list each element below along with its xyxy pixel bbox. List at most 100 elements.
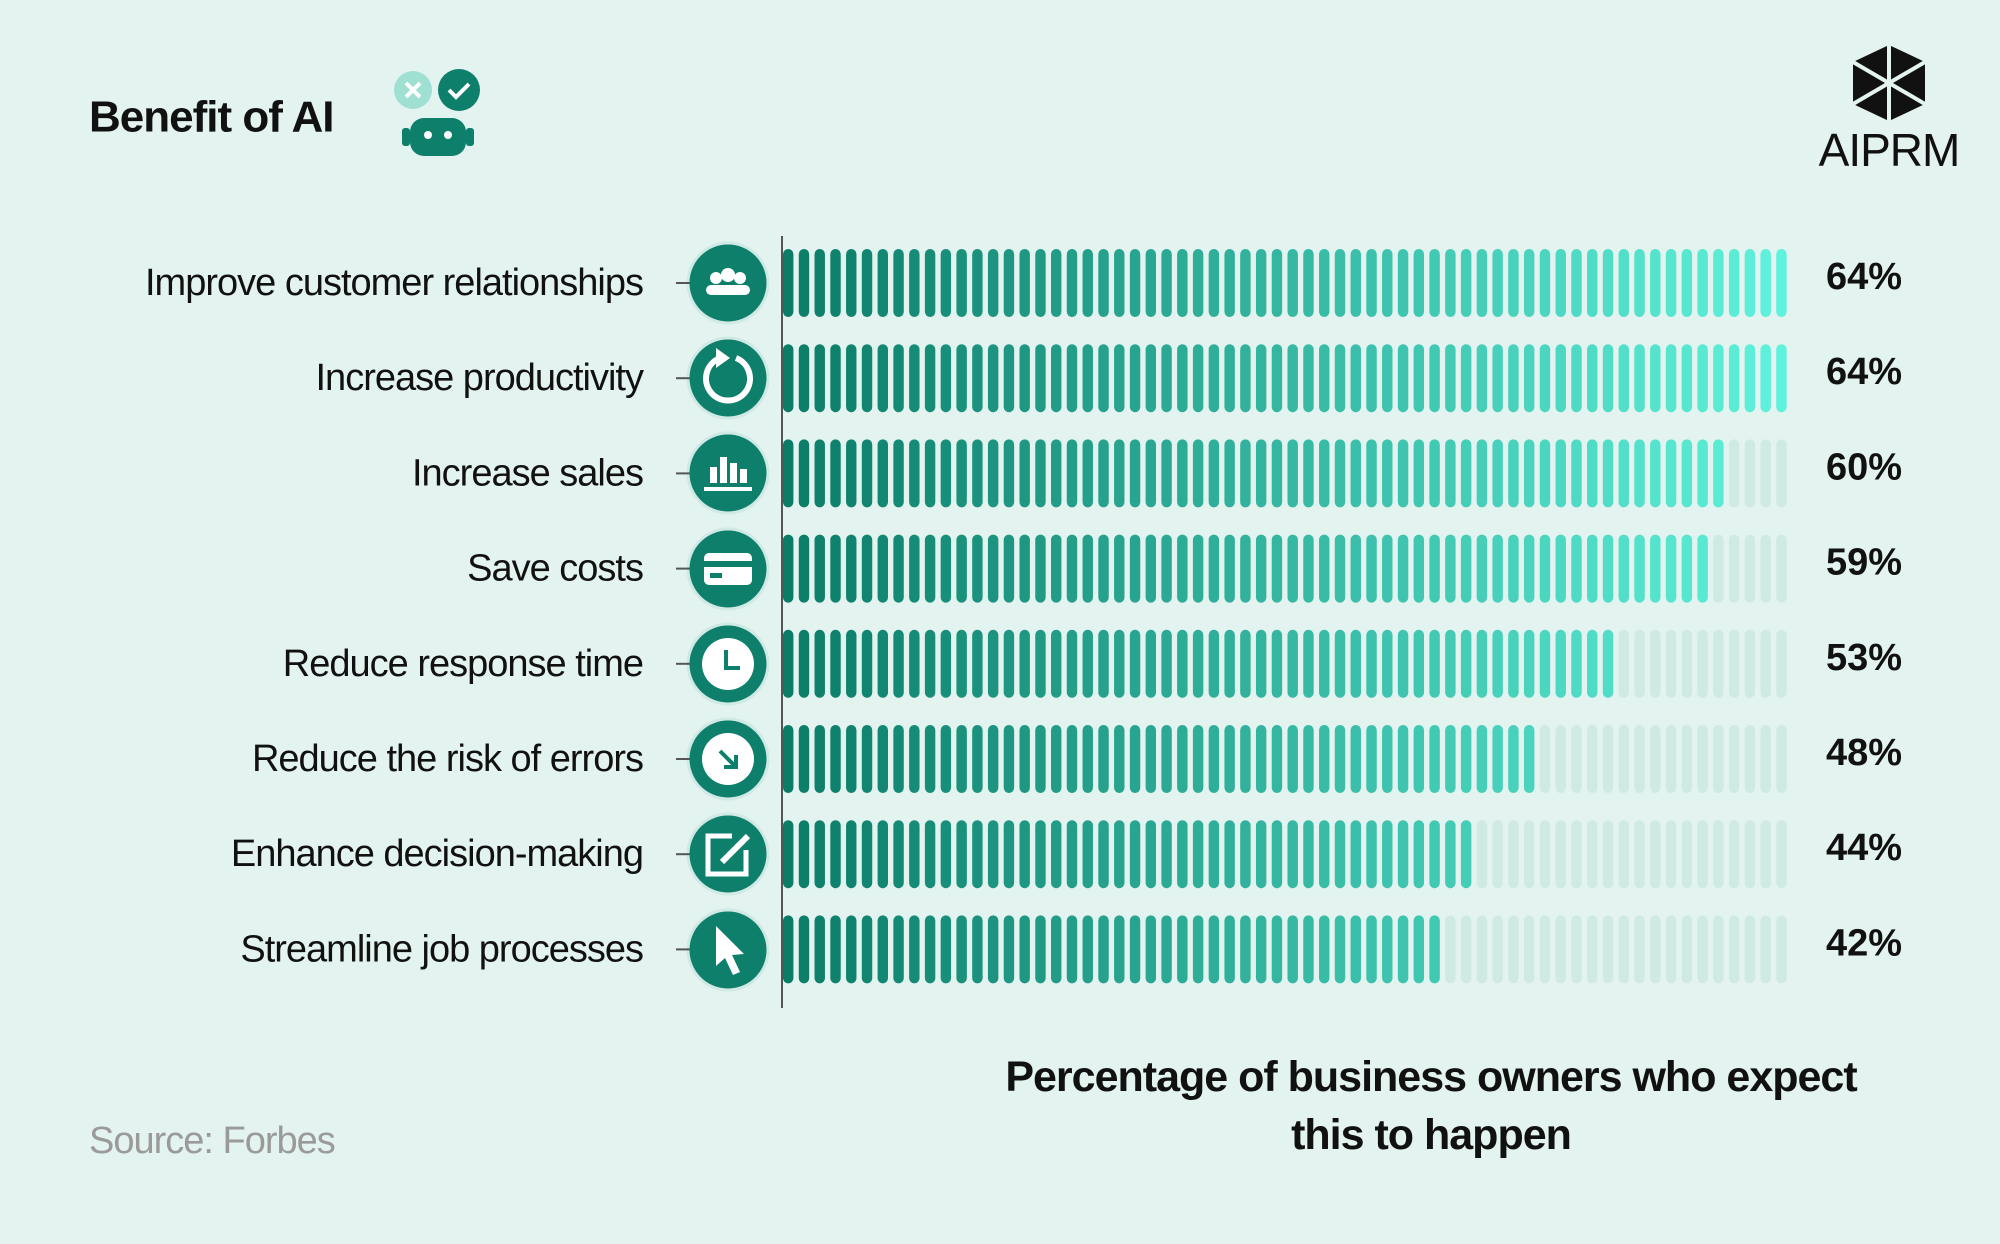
bar-segment — [1555, 439, 1566, 508]
bar-segment — [798, 534, 810, 603]
bar-segment — [877, 915, 888, 984]
bar-segment — [1650, 249, 1661, 317]
bar-segment — [1445, 534, 1456, 603]
bar-track-segment — [1634, 629, 1645, 698]
bar-track-segment — [1760, 439, 1771, 508]
source: Source: Forbes — [89, 1120, 335, 1162]
bar-segment — [1098, 915, 1109, 984]
bar-segment — [1003, 439, 1015, 508]
bar-segment — [846, 915, 857, 984]
bar-segment — [1350, 629, 1361, 698]
bar-segment — [1255, 534, 1267, 603]
bar-track-segment — [1713, 915, 1724, 984]
bar-segment — [1019, 725, 1030, 793]
bar-segment — [1382, 439, 1393, 508]
bar-segment — [1429, 820, 1440, 889]
bar-segment — [1224, 629, 1235, 698]
bar-segment — [1634, 534, 1645, 603]
bar-segment — [940, 249, 952, 317]
bar-segment — [1051, 725, 1062, 793]
bar-segment — [830, 725, 841, 793]
bar-segment — [1382, 534, 1393, 603]
chart-title: Benefit of AI — [89, 93, 333, 142]
bar-segment — [1508, 439, 1519, 508]
bar-segment — [1713, 249, 1724, 317]
bar-segment — [940, 439, 952, 508]
bar-track-segment — [1460, 915, 1472, 984]
bar-segment — [1413, 249, 1425, 317]
bar-track-segment — [1744, 534, 1756, 603]
bar-segment — [1366, 915, 1377, 984]
bar-segment — [1571, 534, 1582, 603]
bar-segment — [1618, 439, 1629, 508]
bar-segment — [1161, 344, 1172, 413]
bar-track-segment — [1665, 725, 1677, 793]
bar-track-segment — [1760, 820, 1771, 889]
bar-segment — [1634, 439, 1645, 508]
bar-segment — [909, 534, 920, 603]
bar-segment — [1350, 439, 1361, 508]
bar-segment — [1287, 249, 1298, 317]
bar-segment — [1334, 725, 1346, 793]
bar-segment — [1240, 725, 1251, 793]
bar-track-segment — [1476, 915, 1488, 984]
value-label: 60% — [1826, 446, 1902, 488]
bar-segment — [1650, 534, 1661, 603]
bar-segment — [1413, 344, 1425, 413]
bar-segment — [1192, 344, 1204, 413]
bar-segment — [1413, 534, 1425, 603]
bar-segment — [1508, 344, 1519, 413]
bar-segment — [1397, 534, 1409, 603]
bar-track-segment — [1728, 439, 1740, 508]
bar — [783, 725, 1535, 793]
bar-segment — [893, 249, 904, 317]
bar-segment — [1523, 439, 1535, 508]
bar-segment — [798, 439, 810, 508]
bar-segment — [987, 725, 999, 793]
bar-segment — [1271, 820, 1283, 889]
bar-segment — [909, 344, 920, 413]
bar-segment — [1665, 249, 1677, 317]
bar-segment — [1744, 249, 1756, 317]
bar-segment — [909, 725, 920, 793]
bar-segment — [1287, 629, 1298, 698]
bar-segment — [1129, 915, 1141, 984]
bar-segment — [1255, 629, 1267, 698]
bar-segment — [1476, 725, 1488, 793]
bar-track-segment — [1523, 915, 1535, 984]
bar-segment — [1713, 344, 1724, 413]
bar-segment — [1192, 820, 1204, 889]
bar-track-segment — [1650, 820, 1661, 889]
bar-track-segment — [1602, 915, 1614, 984]
bar-segment — [940, 534, 952, 603]
bar-segment — [1319, 344, 1330, 413]
bar-segment — [1681, 534, 1693, 603]
bar-segment — [1697, 249, 1708, 317]
bar-segment — [1051, 439, 1062, 508]
bar-segment — [1177, 534, 1188, 603]
bar-track-segment — [1713, 820, 1724, 889]
bar-segment — [1587, 249, 1598, 317]
bar-segment — [1382, 915, 1393, 984]
bar-segment — [893, 725, 904, 793]
bar-track-segment — [1665, 629, 1677, 698]
bar-segment — [846, 629, 857, 698]
logo-mark — [1851, 45, 1927, 121]
bar-segment — [861, 439, 873, 508]
bar — [783, 820, 1472, 889]
bar-segment — [861, 249, 873, 317]
bar-segment — [1003, 820, 1015, 889]
bar-segment — [1397, 344, 1409, 413]
bar-segment — [1287, 915, 1298, 984]
bar-segment — [1271, 439, 1283, 508]
bar-segment — [893, 629, 904, 698]
bar-track-segment — [1618, 915, 1629, 984]
bar-segment — [1271, 534, 1283, 603]
bar-segment — [1161, 534, 1172, 603]
bar-segment — [924, 629, 936, 698]
bar-segment — [1539, 629, 1551, 698]
bar-segment — [783, 725, 794, 793]
bar-track-segment — [1681, 915, 1693, 984]
bar-segment — [861, 344, 873, 413]
bar-segment — [1665, 439, 1677, 508]
